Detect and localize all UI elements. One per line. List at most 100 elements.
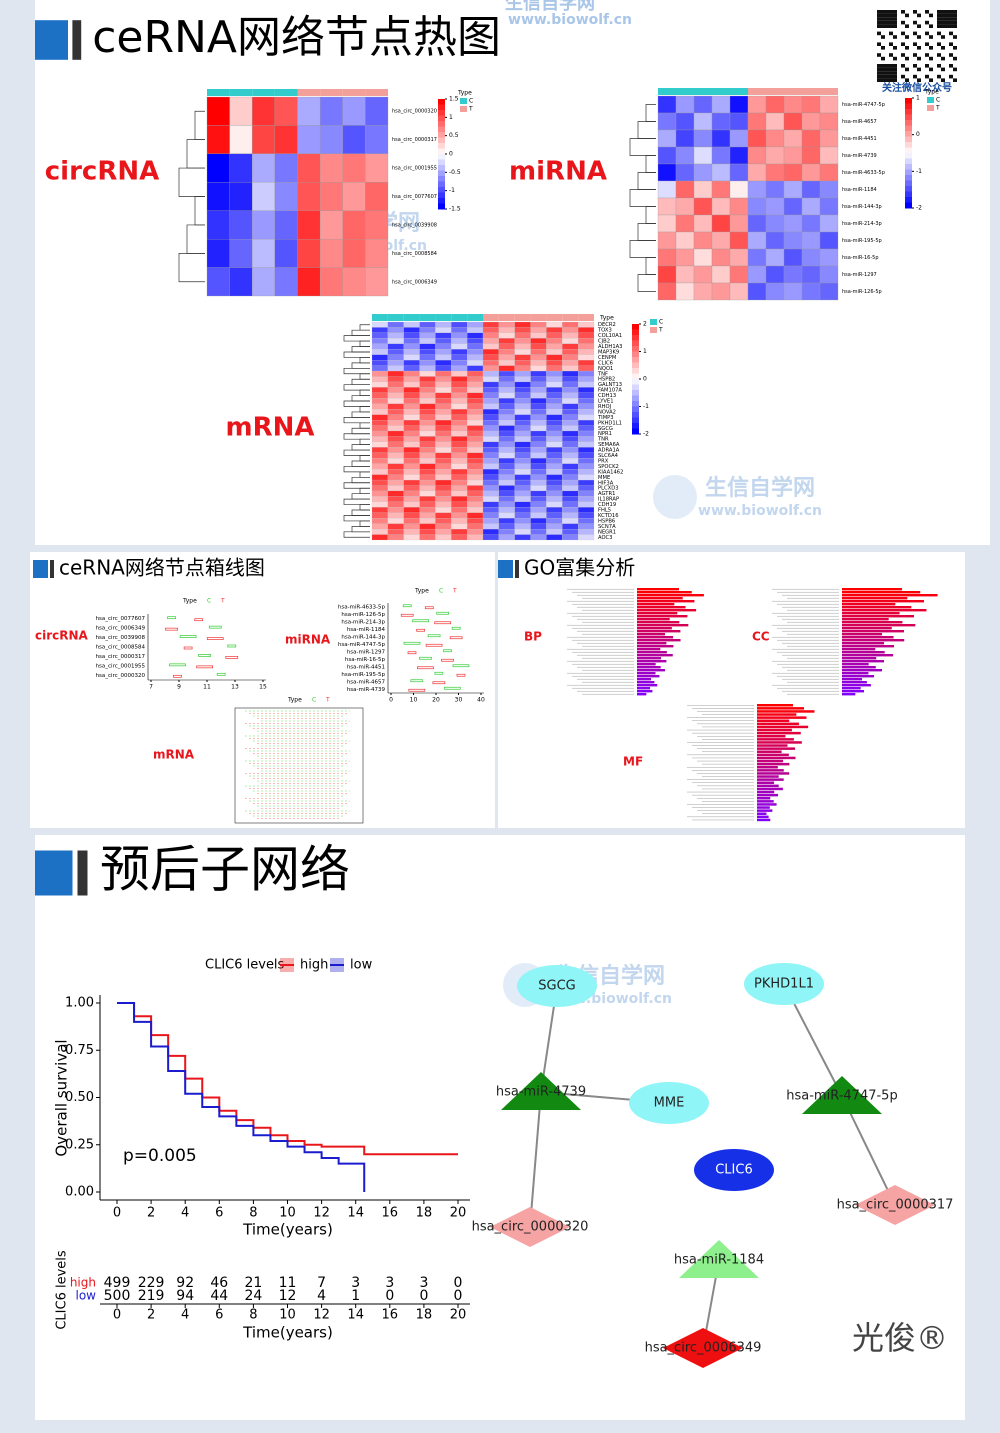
heatmap-cell-pattern bbox=[482, 485, 499, 492]
heatmap-cell-pattern bbox=[530, 458, 547, 464]
qr-cell bbox=[905, 24, 909, 28]
go-bar-pattern bbox=[637, 603, 675, 606]
heatmap-cell-pattern bbox=[562, 441, 579, 448]
heatmap-cell-pattern bbox=[467, 392, 484, 399]
qr-cell bbox=[925, 31, 929, 36]
heatmap-cell-pattern bbox=[451, 528, 468, 535]
qr-cell bbox=[913, 10, 917, 14]
x-tick-label: 4 bbox=[181, 1206, 189, 1221]
heatmap-cell-pattern bbox=[451, 387, 468, 393]
heatmap-cell-pattern bbox=[562, 436, 579, 443]
qr-cell bbox=[945, 17, 949, 21]
risk-count: 1 bbox=[351, 1288, 360, 1304]
row-label: NPR1 bbox=[598, 431, 612, 437]
x-tick-label: 10 bbox=[279, 1308, 296, 1323]
heatmap-cell bbox=[765, 180, 785, 199]
row-label: SCN7A bbox=[598, 524, 616, 530]
heatmap-cell-pattern bbox=[498, 501, 515, 508]
qr-cell bbox=[937, 74, 941, 79]
heatmap-cell-pattern bbox=[514, 327, 531, 334]
heatmap-cell-pattern bbox=[403, 430, 420, 437]
heatmap-cell-pattern bbox=[419, 463, 436, 470]
heatmap-cell bbox=[783, 146, 803, 165]
qr-cell bbox=[937, 31, 941, 36]
go-bar-pattern bbox=[842, 669, 882, 672]
heatmap-cell-pattern bbox=[451, 479, 468, 486]
qr-cell bbox=[941, 78, 945, 82]
y-tick-label: 0.00 bbox=[65, 1185, 94, 1200]
row-label: NQO1 bbox=[598, 366, 613, 372]
dendrogram bbox=[343, 351, 370, 358]
go-bar-pattern bbox=[637, 612, 678, 615]
color-scale bbox=[438, 159, 445, 166]
heatmap-cell-pattern bbox=[371, 332, 388, 339]
go-bar-pattern bbox=[637, 633, 665, 636]
network-node bbox=[802, 1076, 882, 1114]
heatmap-cell-pattern bbox=[514, 360, 531, 366]
go-bar-pattern bbox=[637, 648, 661, 651]
heatmap-cell bbox=[675, 214, 695, 233]
go-bar-pattern bbox=[842, 627, 892, 630]
scale-label: 1.5 bbox=[449, 96, 459, 103]
risk-row-name: low bbox=[76, 1289, 97, 1303]
node-label: PKHD1L1 bbox=[754, 977, 814, 992]
heatmap-cell-pattern bbox=[530, 518, 547, 524]
color-scale bbox=[905, 164, 912, 170]
risk-count: 21 bbox=[244, 1275, 262, 1291]
heatmap-cell-pattern bbox=[467, 507, 484, 513]
heatmap-cell-pattern bbox=[482, 327, 499, 334]
heatmap-cell-pattern bbox=[451, 512, 468, 519]
qr-cell bbox=[881, 71, 885, 75]
color-scale bbox=[438, 121, 445, 127]
heatmap-cell-pattern bbox=[435, 392, 452, 399]
color-scale bbox=[632, 357, 639, 363]
heatmap-cell bbox=[711, 95, 731, 114]
row-label: TIMP3 bbox=[597, 415, 614, 421]
heatmap-cell-pattern bbox=[482, 338, 499, 344]
heatmap-cell bbox=[657, 265, 677, 284]
row-label: hsa_circ_0001955 bbox=[392, 166, 437, 172]
color-scale bbox=[905, 125, 912, 132]
color-scale bbox=[438, 181, 445, 188]
heatmap-cell-pattern bbox=[498, 376, 515, 383]
heatmap-cell-pattern bbox=[419, 360, 436, 366]
heatmap-cell-pattern bbox=[403, 479, 420, 486]
heatmap-cell-pattern bbox=[482, 420, 499, 426]
heatmap-cell bbox=[801, 112, 821, 131]
row-label: SGCG bbox=[598, 426, 613, 432]
heatmap-cell-pattern bbox=[498, 360, 515, 366]
qr-cell bbox=[901, 20, 905, 25]
heatmap-cell bbox=[729, 112, 749, 131]
heatmap-cell-pattern bbox=[387, 518, 404, 524]
heatmap-cell bbox=[365, 210, 389, 240]
heatmap-cell bbox=[711, 146, 731, 165]
go-bar-pattern bbox=[757, 815, 769, 819]
scale-label: -2 bbox=[916, 205, 922, 212]
go-bar-pattern bbox=[637, 627, 672, 630]
go-bar-pattern bbox=[757, 775, 779, 778]
go-bar-pattern bbox=[842, 645, 894, 648]
color-scale bbox=[438, 148, 445, 155]
heatmap-cell-pattern bbox=[530, 354, 547, 361]
heatmap-cell bbox=[229, 182, 253, 211]
heatmap-cell-pattern bbox=[498, 496, 515, 502]
y-tick-label: 0.25 bbox=[65, 1137, 94, 1152]
x-tick-label: 12 bbox=[313, 1308, 330, 1323]
box bbox=[419, 656, 432, 660]
heatmap-cell-pattern bbox=[467, 474, 484, 481]
dendrogram bbox=[343, 367, 370, 375]
heatmap-cell-pattern bbox=[562, 338, 579, 344]
heatmap-cell bbox=[693, 248, 713, 267]
legend-item: T bbox=[935, 105, 940, 112]
heatmap-cell-pattern bbox=[371, 518, 388, 524]
heatmap-cell-pattern bbox=[578, 403, 595, 410]
heatmap-cell-pattern bbox=[419, 523, 436, 530]
heatmap-cell-pattern bbox=[371, 507, 388, 513]
heatmap-cell-pattern bbox=[514, 458, 531, 464]
heatmap-cell bbox=[297, 267, 321, 297]
row-label: CENPM bbox=[598, 355, 616, 361]
go-bar-pattern bbox=[757, 728, 792, 732]
row-label: hsa-miR-214-3p bbox=[842, 221, 882, 227]
heatmap-cell-pattern bbox=[562, 469, 579, 475]
color-scale bbox=[438, 143, 445, 149]
